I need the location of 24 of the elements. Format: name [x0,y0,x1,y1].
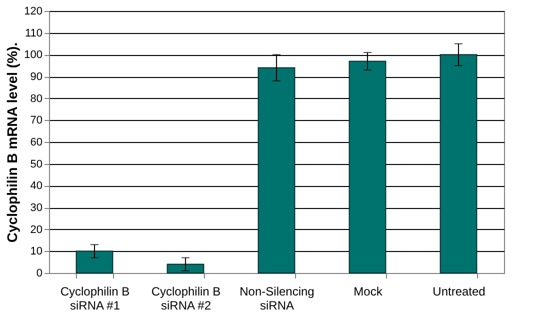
y-tick-label: 60 [30,136,42,148]
y-tick-label: 30 [30,202,42,214]
y-tick-label: 90 [30,71,42,83]
bar [348,60,386,274]
x-tick-label: Untreated [432,284,486,298]
bar [440,54,478,274]
y-tick-label: 100 [24,49,42,62]
x-tick-label: Cyclophilin B siRNA #1 [60,284,130,312]
x-tick-label: Mock [354,284,384,298]
y-tick-label: 50 [30,158,42,170]
x-tick-label: Cyclophilin B siRNA #2 [151,284,221,312]
bar [76,250,114,274]
bar [166,264,204,274]
y-tick-label: 110 [24,27,42,40]
y-tick-label: 20 [30,224,42,236]
y-tick-label: 10 [30,246,42,258]
y-tick-label: 0 [36,268,42,280]
bar [258,67,296,274]
y-tick-label: 80 [30,92,42,105]
y-tick-label: 40 [30,180,42,192]
y-tick-label: 120 [24,6,42,18]
y-axis-title: Cyclophilin B mRNA level (%). [4,42,20,243]
x-tick-label: Non-Silencing siRNA [240,284,314,312]
y-tick-label: 70 [30,114,42,127]
